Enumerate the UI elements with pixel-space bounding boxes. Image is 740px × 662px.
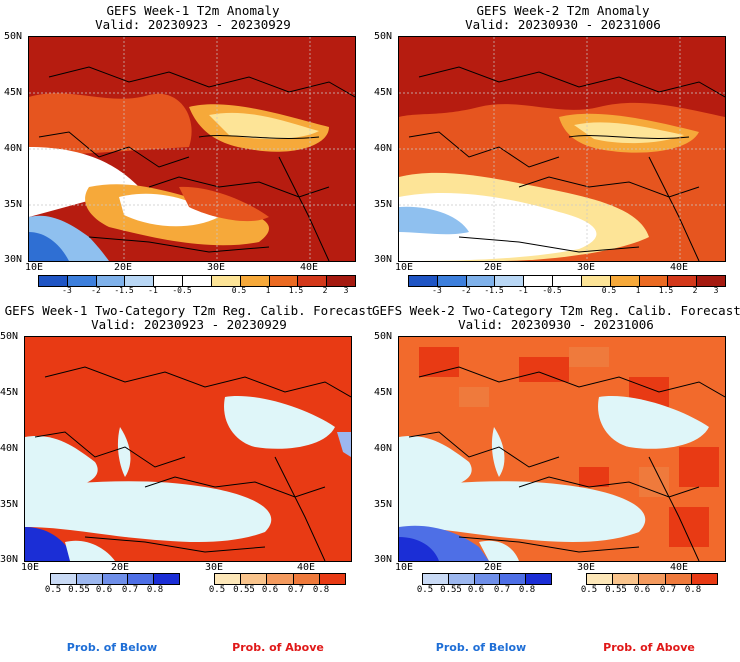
swatch <box>466 276 496 286</box>
gridlines <box>399 37 725 261</box>
footer-prob-below-right: Prob. of Below <box>435 641 527 654</box>
sea-mediterranean <box>399 481 646 542</box>
swatch <box>267 574 294 584</box>
swatch <box>613 574 640 584</box>
prob-below-strong <box>25 527 75 561</box>
above-colorbar-p4 <box>586 573 718 585</box>
sea-adriatic <box>491 427 505 477</box>
prob-below-light-east <box>337 432 351 457</box>
swatch <box>639 276 669 286</box>
sea-south <box>65 540 115 561</box>
swatch <box>581 276 611 286</box>
swatch <box>610 276 640 286</box>
map-week1-prob <box>24 336 352 562</box>
panel3-title: GEFS Week-1 Two-Category T2m Reg. Calib.… <box>4 303 374 332</box>
swatch <box>241 574 268 584</box>
map-week2-anomaly <box>398 36 726 262</box>
sea-mediterranean <box>25 481 272 542</box>
anomaly-hot-north <box>399 37 725 117</box>
anomaly-neutral-west <box>29 147 139 217</box>
swatch <box>125 276 155 286</box>
anomaly-warm-west <box>29 93 192 157</box>
swatch <box>639 574 666 584</box>
swatch <box>500 574 527 584</box>
sea-adriatic <box>117 427 131 477</box>
anomaly-neutral-med <box>399 192 597 261</box>
anomaly-colorbar-p2 <box>408 275 726 287</box>
anomaly-cool-west <box>399 206 469 235</box>
swatch <box>128 574 155 584</box>
panel4-title: GEFS Week-2 Two-Category T2m Reg. Calib.… <box>372 303 740 332</box>
swatch <box>553 276 582 286</box>
swatch <box>183 276 212 286</box>
swatch <box>587 574 614 584</box>
swatch <box>665 574 692 584</box>
swatch <box>211 276 241 286</box>
map-week2-anomaly-svg <box>399 37 725 261</box>
sea-black <box>598 396 709 449</box>
anomaly-neutral-med <box>119 193 219 227</box>
map-week2-prob <box>398 336 726 562</box>
swatch <box>293 574 320 584</box>
swatch <box>154 574 179 584</box>
swatch <box>39 276 68 286</box>
swatch <box>96 276 126 286</box>
anomaly-warm-turkey <box>179 186 269 222</box>
map-week1-prob-svg <box>25 337 351 561</box>
coastlines-borders <box>408 66 725 261</box>
swatch <box>319 574 346 584</box>
swatch <box>409 276 438 286</box>
swatch <box>448 574 475 584</box>
gridlines <box>29 37 355 261</box>
anomaly-cold-southwest <box>29 232 69 261</box>
swatch <box>102 574 129 584</box>
swatch <box>495 276 525 286</box>
sea-tyrrhenian <box>399 436 472 487</box>
swatch <box>691 574 718 584</box>
swatch <box>474 574 501 584</box>
swatch <box>67 276 97 286</box>
sea-south <box>479 540 519 561</box>
prob-below-strong <box>399 537 439 561</box>
swatch <box>240 276 270 286</box>
swatch <box>298 276 328 286</box>
map-week1-anomaly <box>28 36 356 262</box>
swatch <box>526 574 551 584</box>
swatch <box>76 574 103 584</box>
coastlines-borders <box>38 66 355 261</box>
swatch <box>437 276 467 286</box>
below-colorbar-p3 <box>50 573 180 585</box>
swatch <box>423 574 449 584</box>
sea-black <box>224 396 335 449</box>
anomaly-light-blacksea <box>209 112 319 140</box>
swatch <box>269 276 299 286</box>
swatch <box>154 276 184 286</box>
map-week1-anomaly-svg <box>29 37 355 261</box>
above-colorbar-p3 <box>214 573 346 585</box>
prob-above-mid-patches <box>459 347 669 497</box>
swatch <box>51 574 77 584</box>
swatch <box>697 276 725 286</box>
footer-prob-below-left: Prob. of Below <box>66 641 158 654</box>
anomaly-colorbar-p1 <box>38 275 356 287</box>
swatch <box>215 574 242 584</box>
footer-prob-above-left: Prob. of Above <box>232 641 324 654</box>
panel2-title: GEFS Week-2 T2m Anomaly Valid: 20230930 … <box>465 3 661 32</box>
map-week2-prob-svg <box>399 337 725 561</box>
swatch <box>668 276 698 286</box>
coastlines-borders <box>408 366 725 561</box>
below-colorbar-p4 <box>422 573 552 585</box>
swatch <box>524 276 554 286</box>
coastlines-borders <box>34 366 351 561</box>
sea-tyrrhenian <box>25 436 98 487</box>
footer-prob-above-right: Prob. of Above <box>603 641 695 654</box>
panel1-title: GEFS Week-1 T2m Anomaly Valid: 20230923 … <box>95 3 291 32</box>
swatch <box>327 276 355 286</box>
